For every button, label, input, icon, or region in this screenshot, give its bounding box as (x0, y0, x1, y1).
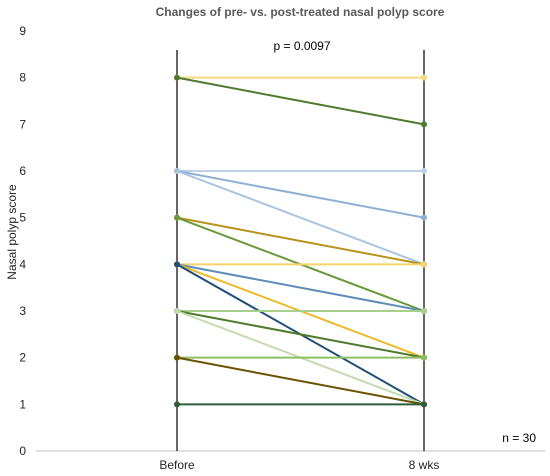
series-segment (176, 170, 425, 266)
series-line (174, 354, 427, 408)
series-segment (176, 76, 425, 126)
y-tick-label: 9 (19, 24, 26, 38)
series-line (174, 308, 427, 314)
series-layer (174, 74, 427, 408)
x-tick-label: Before (159, 458, 195, 472)
data-point (174, 74, 180, 81)
data-point (421, 214, 427, 221)
data-point (174, 401, 180, 408)
data-point (174, 308, 180, 314)
y-tick-label: 8 (19, 71, 26, 85)
y-tick-label: 4 (19, 257, 26, 271)
axes-layer: 0 1 2 3 4 5 6 7 8 9 Before 8 wks (19, 24, 545, 472)
p-value-annotation: p = 0.0097 (273, 39, 330, 53)
data-point (421, 168, 427, 174)
series-line (174, 74, 427, 81)
y-tick-label: 2 (19, 351, 26, 365)
y-tick-label: 3 (19, 304, 26, 318)
series-line (174, 168, 427, 221)
data-point (174, 168, 180, 174)
series-line (174, 354, 427, 361)
chart-title: Changes of pre- vs. post-treated nasal p… (156, 5, 445, 19)
series-line (174, 168, 427, 268)
data-point (421, 74, 427, 81)
data-point (421, 401, 427, 408)
series-segment (176, 170, 425, 219)
data-point (174, 354, 180, 361)
data-point (421, 354, 427, 361)
series-segment (176, 216, 425, 266)
data-point (174, 214, 180, 221)
x-tick-label: 8 wks (409, 458, 440, 472)
data-point (174, 261, 180, 268)
y-axis-label: Nasal polyp score (5, 184, 19, 280)
series-segment (176, 310, 425, 359)
y-tick-label: 7 (19, 117, 26, 131)
series-line (174, 308, 427, 361)
series-line (174, 214, 427, 268)
series-line (174, 74, 427, 128)
sample-size-annotation: n = 30 (502, 431, 536, 445)
series-segment (176, 356, 425, 406)
data-point (421, 261, 427, 268)
data-point (421, 308, 427, 314)
series-line (174, 401, 427, 408)
series-line (174, 261, 427, 268)
series-segment (176, 263, 425, 312)
y-tick-label: 5 (19, 211, 26, 225)
series-line (174, 168, 427, 174)
y-tick-label: 1 (19, 397, 26, 411)
y-tick-label: 0 (19, 444, 26, 458)
y-tick-label: 6 (19, 164, 26, 178)
series-line (174, 261, 427, 314)
data-point (421, 121, 427, 128)
